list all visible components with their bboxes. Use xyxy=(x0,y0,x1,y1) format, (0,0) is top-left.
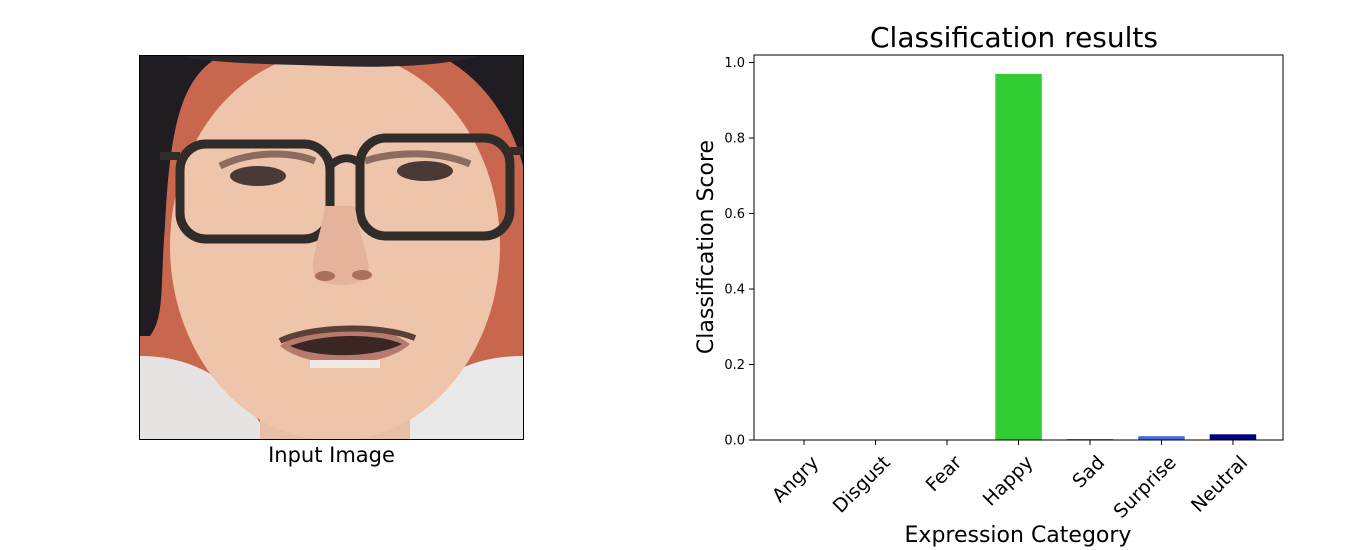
nose xyxy=(312,206,369,286)
x-axis: Angry Disgust Fear Happy Sad Surprise Neutral xyxy=(768,440,1252,523)
chart-title: Classification results xyxy=(870,21,1158,54)
x-axis-label: Expression Category xyxy=(905,523,1132,548)
eyebrow-left xyxy=(218,150,317,170)
x-tick-label-happy: Happy xyxy=(979,452,1038,511)
bars-group xyxy=(995,73,1257,441)
x-tick-label-fear: Fear xyxy=(922,451,967,496)
glasses-right-lens xyxy=(355,133,515,241)
y-axis: 0.0 0.2 0.4 0.6 0.8 1.0 xyxy=(724,56,754,449)
x-tick-label-sad: Sad xyxy=(1068,452,1109,493)
y-tick-label: 0.8 xyxy=(724,132,745,147)
x-tick-label-angry: Angry xyxy=(768,452,823,507)
glasses-bridge xyxy=(327,154,363,170)
input-image-caption: Input Image xyxy=(268,443,395,467)
hair xyxy=(140,56,523,336)
eyebrow-right xyxy=(363,150,472,168)
eye-left xyxy=(230,166,286,186)
bar-neutral xyxy=(1209,434,1257,440)
y-tick-label: 1.0 xyxy=(724,56,745,71)
x-tick-label-surprise: Surprise xyxy=(1109,452,1180,523)
input-image xyxy=(139,55,524,440)
face-photo xyxy=(140,56,523,439)
x-tick-label-disgust: Disgust xyxy=(829,452,895,518)
y-tick-label: 0.0 xyxy=(724,434,745,449)
y-tick-label: 0.2 xyxy=(724,358,745,373)
eye-right xyxy=(397,161,453,181)
y-tick-label: 0.6 xyxy=(724,207,745,222)
mustache xyxy=(278,325,417,344)
y-axis-label: Classification Score xyxy=(694,140,719,354)
bar-happy xyxy=(995,73,1042,441)
bar-surprise xyxy=(1138,436,1185,440)
teeth xyxy=(310,360,380,368)
glasses-left-lens xyxy=(175,139,335,244)
x-tick-label-neutral: Neutral xyxy=(1187,452,1252,517)
shirt-left xyxy=(140,356,270,439)
y-tick-label: 0.4 xyxy=(724,283,745,298)
shirt-right xyxy=(390,356,523,439)
